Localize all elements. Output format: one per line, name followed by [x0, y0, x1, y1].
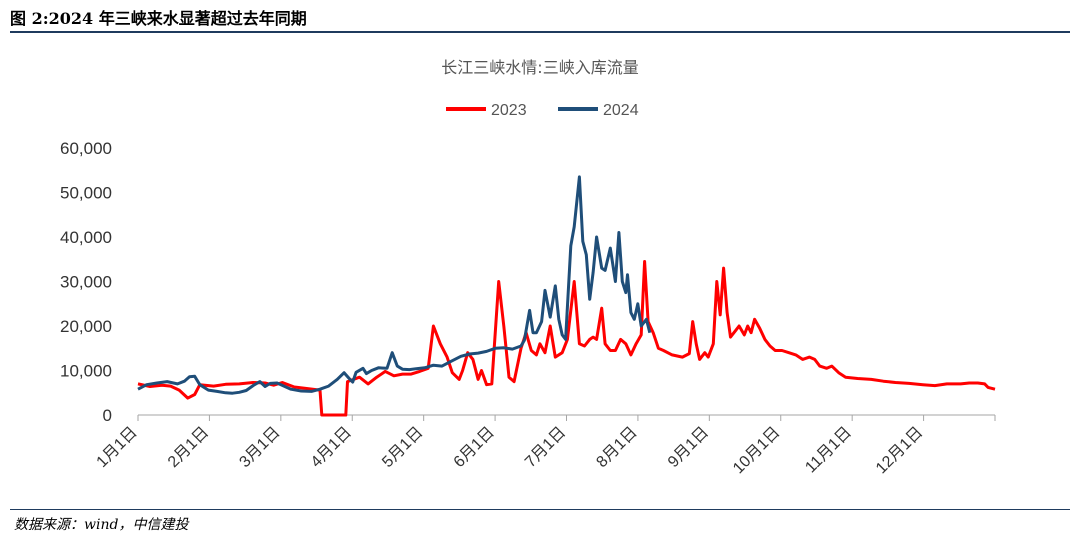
y-tick-label: 0 — [103, 406, 112, 425]
figure-title: 图 2:2024 年三峡来水显著超过去年同期 — [10, 9, 307, 28]
x-tick-label: 3月1日 — [236, 424, 283, 471]
x-tick-label: 2月1日 — [165, 424, 212, 471]
series-line-2023 — [137, 260, 996, 417]
x-tick-label: 7月1日 — [522, 424, 569, 471]
x-tick-label: 9月1日 — [665, 424, 712, 471]
x-tick-label: 1月1日 — [94, 424, 141, 471]
y-tick-label: 30,000 — [60, 273, 112, 292]
x-tick-label: 10月1日 — [730, 424, 784, 478]
x-tick-label: 6月1日 — [451, 424, 498, 471]
x-tick-label: 8月1日 — [594, 424, 641, 471]
chart-title: 长江三峡水情:三峡入库流量 — [441, 58, 638, 77]
y-tick-label: 50,000 — [60, 184, 112, 203]
y-tick-label: 40,000 — [60, 228, 112, 247]
source-note: 数据来源：wind，中信建投 — [14, 517, 189, 533]
series-line-2024 — [137, 175, 652, 395]
legend-label-2024: 2024 — [603, 102, 639, 119]
legend-label-2023: 2023 — [491, 102, 527, 119]
y-axis: 0 10,000 20,000 30,000 40,000 50,000 60,000 — [60, 139, 112, 425]
x-tick-label: 4月1日 — [308, 424, 355, 471]
legend: 2023 2024 — [446, 102, 639, 119]
x-tick-label: 5月1日 — [379, 424, 426, 471]
x-tick-label: 11月1日 — [802, 424, 855, 477]
x-tick-label: 12月1日 — [873, 424, 927, 478]
y-tick-label: 20,000 — [60, 317, 112, 336]
bottom-rule — [10, 509, 1070, 510]
plot-lines — [137, 175, 996, 417]
y-tick-label: 60,000 — [60, 139, 112, 158]
top-rule — [10, 31, 1070, 33]
line-chart: 长江三峡水情:三峡入库流量 2023 2024 0 10,000 20,000 30,0… — [60, 58, 996, 478]
x-axis: 1月1日 2月1日 3月1日 4月1日 5月1日 6月1日 7月1日 8月1日 9月1日 10月1… — [94, 414, 996, 478]
y-tick-label: 10,000 — [60, 362, 112, 381]
